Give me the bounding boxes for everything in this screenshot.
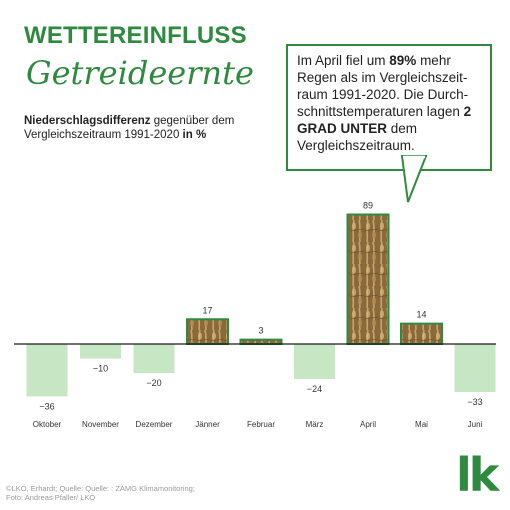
callout-highlight-2: 2 GRAD UNTER — [297, 104, 472, 136]
category-label: März — [306, 420, 324, 429]
value-label: −33 — [467, 397, 482, 407]
chart-title: WETTEREINFLUSS — [24, 22, 247, 49]
source-line: ©LKÖ, Erhardt; Quelle: Quelle: : ZAMG Kl… — [6, 484, 195, 493]
subtitle-bold: Niederschlagsdifferenz — [24, 115, 151, 127]
value-label: −24 — [307, 384, 322, 394]
subtitle-unit: in % — [182, 129, 207, 141]
value-label: 89 — [363, 201, 373, 211]
category-label: Jänner — [195, 420, 220, 429]
bar-juni — [454, 344, 496, 393]
callout-tail — [400, 155, 428, 203]
photo-credit-line: Foto: Andreas Pfaller/ LKÖ — [6, 493, 96, 502]
callout-highlight-1: 89% — [389, 53, 417, 68]
category-label: April — [360, 420, 376, 429]
value-label: 3 — [258, 326, 263, 336]
category-label: Oktober — [33, 420, 62, 429]
value-label: 14 — [416, 310, 426, 320]
lk-logo: lk — [456, 448, 499, 502]
category-label: Februar — [247, 420, 275, 429]
value-label: −36 — [39, 401, 54, 411]
category-label: Juni — [468, 420, 483, 429]
source-footer: ©LKÖ, Erhardt; Quelle: Quelle: : ZAMG Kl… — [6, 484, 195, 502]
value-label: −10 — [93, 364, 108, 374]
chart-script-title: Getreideernte — [26, 54, 254, 92]
subtitle-text: gegenüber dem Vergleichszeitraum 1991-20… — [24, 115, 235, 141]
value-label: −20 — [146, 378, 161, 388]
bar-oktober — [26, 344, 68, 397]
category-label: Dezember — [136, 420, 173, 429]
callout-text-3: dem Vergleichszeitraum. — [297, 121, 418, 153]
bar-april — [346, 213, 390, 345]
value-label: 17 — [202, 305, 212, 315]
chart-subtitle: Niederschlagsdifferenz gegenüber dem Ver… — [24, 114, 274, 142]
category-label: November — [82, 420, 119, 429]
bar-jänner — [186, 318, 229, 346]
callout-box: Im April fiel um 89% mehr Regen als im V… — [286, 44, 492, 171]
category-label: Mai — [415, 420, 428, 429]
callout-text-2: mehr Regen als im Vergleichszeit-raum 19… — [297, 53, 469, 119]
callout-text-1: Im April fiel um — [297, 53, 390, 68]
bar-märz — [294, 344, 335, 379]
bar-februar — [239, 338, 283, 346]
bar-november — [80, 344, 121, 359]
bar-mai — [400, 322, 443, 346]
bar-dezember — [133, 344, 175, 374]
